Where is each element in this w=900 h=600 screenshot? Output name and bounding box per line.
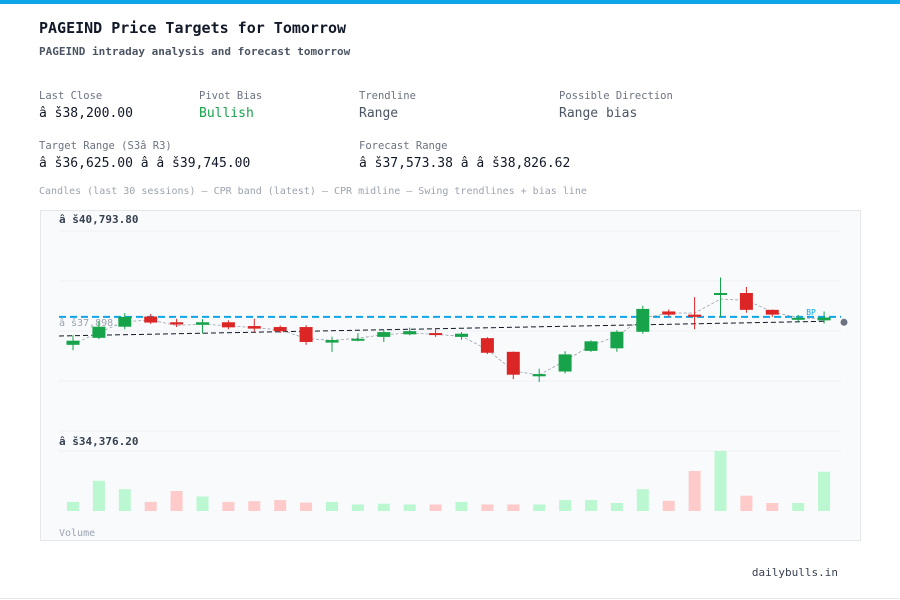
volume-bar — [170, 491, 183, 511]
stat-label: Possible Direction — [559, 90, 673, 102]
candle-body — [506, 351, 520, 375]
candle-body — [196, 322, 209, 325]
price-label-high: â š40,793.80 — [59, 213, 138, 226]
candle-body — [273, 327, 287, 332]
candle-body — [765, 309, 779, 315]
volume-bar — [118, 489, 131, 511]
stat-label: Target Range (S3â R3) — [39, 140, 172, 152]
price-label-low: â š34,376.20 — [59, 435, 138, 448]
candle-body — [170, 322, 184, 325]
candle-body — [688, 314, 702, 317]
stat-trendline: Trendline Range — [359, 90, 416, 121]
volume-bar — [92, 480, 105, 511]
candle-body — [584, 341, 598, 351]
candle-body — [92, 326, 106, 338]
stat-pivot-bias: Pivot Bias Bullish — [199, 90, 262, 121]
stat-value: â š37,573.38 â â š38,826.62 — [359, 156, 571, 171]
footer-divider — [0, 598, 900, 599]
candlestick-chart-svg: â š40,793.80 â š37,898.00 â š34,376.20 Volu… — [58, 213, 848, 539]
volume-bar — [274, 500, 287, 511]
stat-value: Bullish — [199, 106, 254, 121]
candle-body — [429, 333, 443, 336]
stat-value: Range — [359, 106, 399, 121]
volume-bar — [403, 504, 416, 511]
stat-target-range: Target Range (S3â R3) â š36,625.00 â â š… — [39, 140, 250, 171]
last-point-marker — [840, 318, 848, 326]
candle-body — [739, 293, 753, 310]
top-accent-bar — [0, 0, 900, 4]
volume-bar — [533, 504, 546, 511]
candle-body — [817, 317, 831, 321]
volume-bar — [455, 501, 468, 511]
volume-bar — [688, 471, 701, 511]
stat-label: Forecast Range — [359, 140, 448, 152]
stat-label: Trendline — [359, 90, 416, 102]
candle-body — [377, 332, 391, 337]
volume-bar — [196, 496, 209, 511]
volume-bar — [559, 500, 572, 511]
candle-body — [636, 308, 650, 332]
candle-body — [247, 326, 261, 329]
candle-body — [144, 316, 158, 323]
volume-bar — [610, 503, 623, 511]
volume-bar — [377, 503, 390, 511]
candle-body — [403, 331, 417, 335]
volume-bar — [144, 501, 157, 511]
candle-body — [714, 293, 727, 296]
candle-body — [532, 374, 546, 377]
footer-brand: dailybulls.in — [751, 566, 838, 579]
cpr-marker-label: BP — [806, 308, 816, 317]
chart-caption: Candles (last 30 sessions) – CPR band (l… — [39, 186, 587, 197]
volume-bar — [766, 503, 779, 511]
volume-bar — [351, 504, 364, 511]
stat-label: Pivot Bias — [199, 90, 263, 102]
volume-bar — [507, 504, 520, 511]
stat-possible-direction: Possible Direction Range bias — [559, 90, 673, 121]
volume-bar — [818, 471, 831, 511]
volume-bar — [481, 504, 494, 511]
candle-body — [325, 340, 339, 343]
stat-last-close: Last Close â š38,200.00 — [39, 90, 133, 121]
volume-bar — [792, 503, 805, 511]
page-title: PAGEIND Price Targets for Tomorrow — [39, 19, 347, 37]
volume-bar — [740, 495, 753, 511]
volume-bar — [248, 501, 261, 511]
stat-forecast-range: Forecast Range â š37,573.38 â â š38,826.… — [359, 140, 570, 171]
stat-value: Range bias — [559, 106, 638, 121]
candle-body — [221, 322, 235, 328]
stat-value: â š36,625.00 â â š39,745.00 — [39, 156, 251, 171]
price-label-mid: â š37,898.00 — [59, 317, 131, 329]
page-subtitle: PAGEIND intraday analysis and forecast t… — [39, 45, 351, 58]
volume-bar — [326, 501, 338, 511]
volume-bar — [662, 500, 675, 511]
candle-body — [791, 317, 805, 320]
volume-bar — [222, 501, 235, 511]
candle-body — [558, 354, 572, 372]
stat-label: Last Close — [39, 90, 103, 102]
bias-line — [72, 298, 825, 376]
candle-body — [351, 338, 365, 341]
volume-bar — [714, 451, 727, 511]
volume-bar — [585, 500, 597, 511]
candle-body — [299, 327, 313, 342]
price-chart: â š40,793.80 â š37,898.00 â š34,376.20 Volu… — [40, 210, 861, 541]
volume-bar — [67, 501, 79, 511]
candle-body — [118, 316, 132, 327]
stat-value: â š38,200.00 — [39, 106, 133, 121]
candle-body — [480, 338, 494, 353]
candle-body — [455, 333, 468, 337]
candle-body — [662, 311, 676, 315]
volume-bar — [429, 504, 442, 511]
candle-body — [610, 331, 624, 349]
volume-label: Volume — [59, 528, 95, 539]
candle-body — [66, 340, 80, 345]
volume-bar — [300, 502, 313, 511]
volume-bar — [636, 489, 649, 511]
